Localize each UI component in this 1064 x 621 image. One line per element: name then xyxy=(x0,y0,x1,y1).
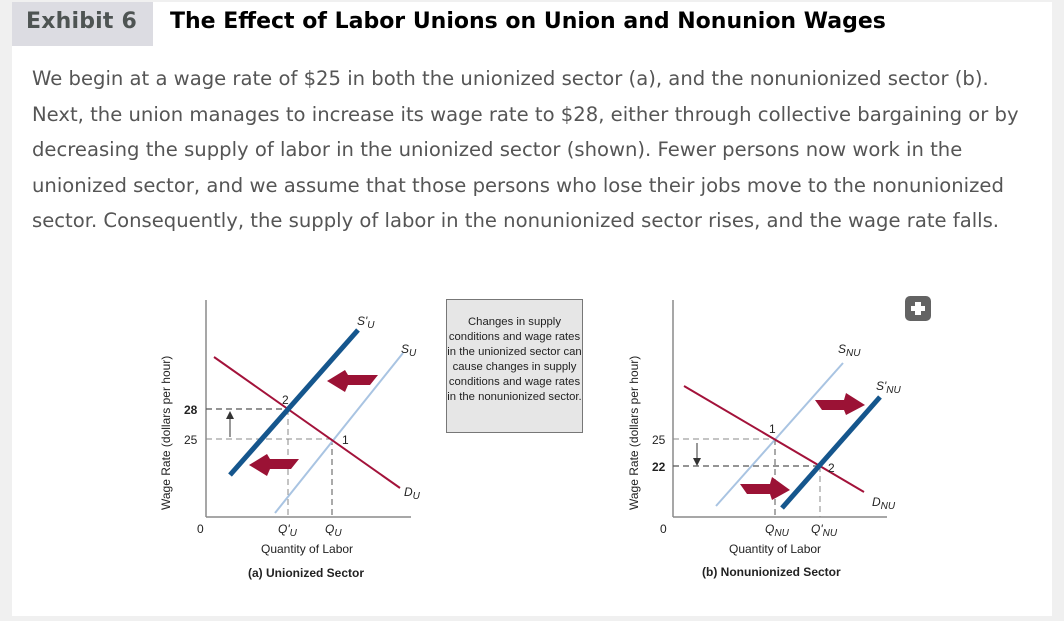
x-tick-q-prime-u: Q'U xyxy=(278,522,298,539)
y-tick-28: 28 xyxy=(184,403,198,417)
explanation-note-box: Changes in supply conditions and wage ra… xyxy=(446,299,583,433)
shift-left-arrow-icon xyxy=(249,454,299,476)
curve-label-s-prime-u: S'U xyxy=(357,314,375,331)
shift-right-arrow-icon xyxy=(740,477,790,500)
x-tick-q-nu: QNU xyxy=(765,522,790,539)
exhibit-title: The Effect of Labor Unions on Union and … xyxy=(170,9,886,34)
equilibrium-point-2: 2 xyxy=(828,461,835,475)
y-tick-22: 22 xyxy=(652,460,666,474)
supply-curve-su xyxy=(274,352,404,514)
supply-curve-snu xyxy=(715,362,844,507)
y-axis-label: Wage Rate (dollars per hour) xyxy=(627,356,641,510)
panel-title: (b) Nonunionized Sector xyxy=(702,565,841,579)
curve-label-snu: SNU xyxy=(838,342,861,359)
equilibrium-point-1: 1 xyxy=(769,422,776,436)
supply-curve-s-prime-nu xyxy=(780,395,882,510)
y-tick-25: 25 xyxy=(652,433,666,447)
exhibit-tab xyxy=(12,2,153,46)
x-axis-label: Quantity of Labor xyxy=(261,542,353,556)
supply-curve-s-prime-u xyxy=(228,328,360,477)
origin-label: 0 xyxy=(660,522,667,536)
curve-label-s-prime-nu: S'NU xyxy=(876,379,902,396)
demand-curve-du xyxy=(213,356,401,489)
curve-label-du: DU xyxy=(404,485,421,502)
equilibrium-point-1: 1 xyxy=(342,433,349,447)
chart-nonunionized-sector: Wage Rate (dollars per hour) 0 25 22 1 2… xyxy=(627,300,902,579)
expand-plus-button[interactable] xyxy=(905,296,931,321)
chart-unionized-sector: Wage Rate (dollars per hour) 0 28 25 2 1… xyxy=(159,300,421,580)
x-tick-q-prime-nu: Q'NU xyxy=(811,522,838,539)
curve-label-su: SU xyxy=(401,342,417,359)
panel-title: (a) Unionized Sector xyxy=(248,566,364,580)
y-axis-label: Wage Rate (dollars per hour) xyxy=(159,356,173,510)
y-tick-25: 25 xyxy=(184,433,198,447)
equilibrium-point-2: 2 xyxy=(282,393,289,407)
curve-label-dnu: DNU xyxy=(872,495,896,512)
origin-label: 0 xyxy=(197,522,204,536)
demand-curve-dnu xyxy=(683,385,865,493)
exhibit-caption: We begin at a wage rate of $25 in both t… xyxy=(32,67,1019,233)
shift-left-arrow-icon xyxy=(327,370,378,392)
x-axis-label: Quantity of Labor xyxy=(729,542,821,556)
exhibit-label: Exhibit 6 xyxy=(26,9,137,34)
shift-right-arrow-icon xyxy=(815,393,865,415)
x-tick-q-u: QU xyxy=(325,522,342,539)
